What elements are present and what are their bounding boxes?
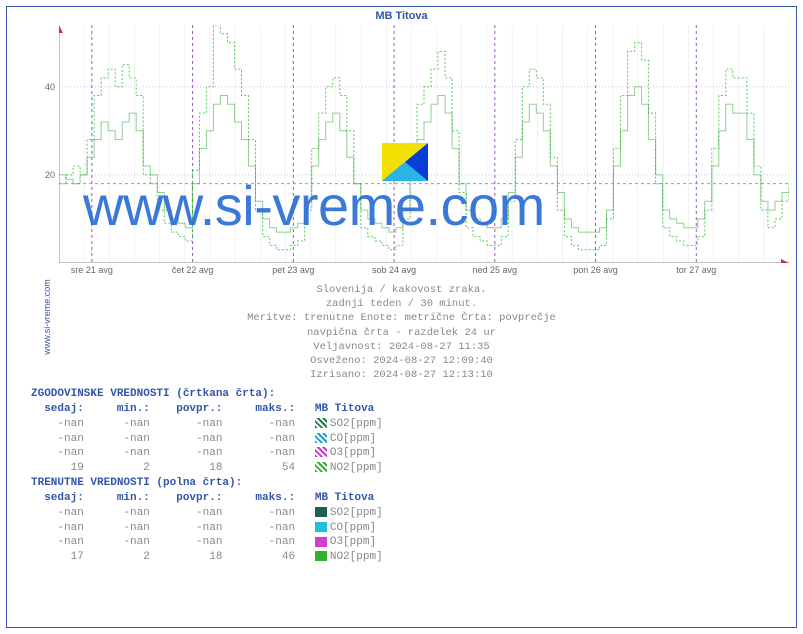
caption-line: navpična črta - razdelek 24 ur <box>7 326 796 340</box>
table-header: sedaj: min.: povpr.: maks.: MB Titova <box>31 491 383 506</box>
table-row: -nan -nan -nan -nan O3[ppm] <box>31 446 383 461</box>
x-tick: ned 25 avg <box>473 265 518 275</box>
y-tick: 40 <box>45 82 55 92</box>
caption-line: Osveženo: 2024-08-27 12:09:40 <box>7 354 796 368</box>
x-tick: pet 23 avg <box>272 265 314 275</box>
y-ticks: 2040 <box>37 25 57 263</box>
table-row: -nan -nan -nan -nan CO[ppm] <box>31 432 383 447</box>
chart-caption: Slovenija / kakovost zraka. zadnji teden… <box>7 283 796 382</box>
x-tick: tor 27 avg <box>676 265 716 275</box>
caption-line: Meritve: trenutne Enote: metrične Črta: … <box>7 311 796 325</box>
table-row: -nan -nan -nan -nan SO2[ppm] <box>31 506 383 521</box>
x-tick: sre 21 avg <box>71 265 113 275</box>
table-row: -nan -nan -nan -nan SO2[ppm] <box>31 417 383 432</box>
caption-line: zadnji teden / 30 minut. <box>7 297 796 311</box>
x-ticks: sre 21 avg čet 22 avg pet 23 avg sob 24 avg… <box>59 265 789 279</box>
table-row: 19 2 18 54 NO2[ppm] <box>31 461 383 476</box>
x-tick: pon 26 avg <box>573 265 618 275</box>
table-title: TRENUTNE VREDNOSTI (polna črta): <box>31 476 383 491</box>
chart-title: MB Titova <box>7 10 796 22</box>
y-tick: 20 <box>45 170 55 180</box>
caption-line: Izrisano: 2024-08-27 12:13:10 <box>7 368 796 382</box>
stats-tables: ZGODOVINSKE VREDNOSTI (črtkana črta): se… <box>31 387 383 565</box>
x-tick: sob 24 avg <box>372 265 416 275</box>
table-row: -nan -nan -nan -nan CO[ppm] <box>31 521 383 536</box>
caption-line: Slovenija / kakovost zraka. <box>7 283 796 297</box>
x-tick: čet 22 avg <box>172 265 214 275</box>
table-title: ZGODOVINSKE VREDNOSTI (črtkana črta): <box>31 387 383 402</box>
chart-frame: www.si-vreme.com MB Titova 2040 sre 21 a… <box>6 6 797 628</box>
table-header: sedaj: min.: povpr.: maks.: MB Titova <box>31 402 383 417</box>
table-row: 17 2 18 46 NO2[ppm] <box>31 550 383 565</box>
table-row: -nan -nan -nan -nan O3[ppm] <box>31 535 383 550</box>
caption-line: Veljavnost: 2024-08-27 11:35 <box>7 340 796 354</box>
watermark-text: www.si-vreme.com <box>83 173 545 238</box>
